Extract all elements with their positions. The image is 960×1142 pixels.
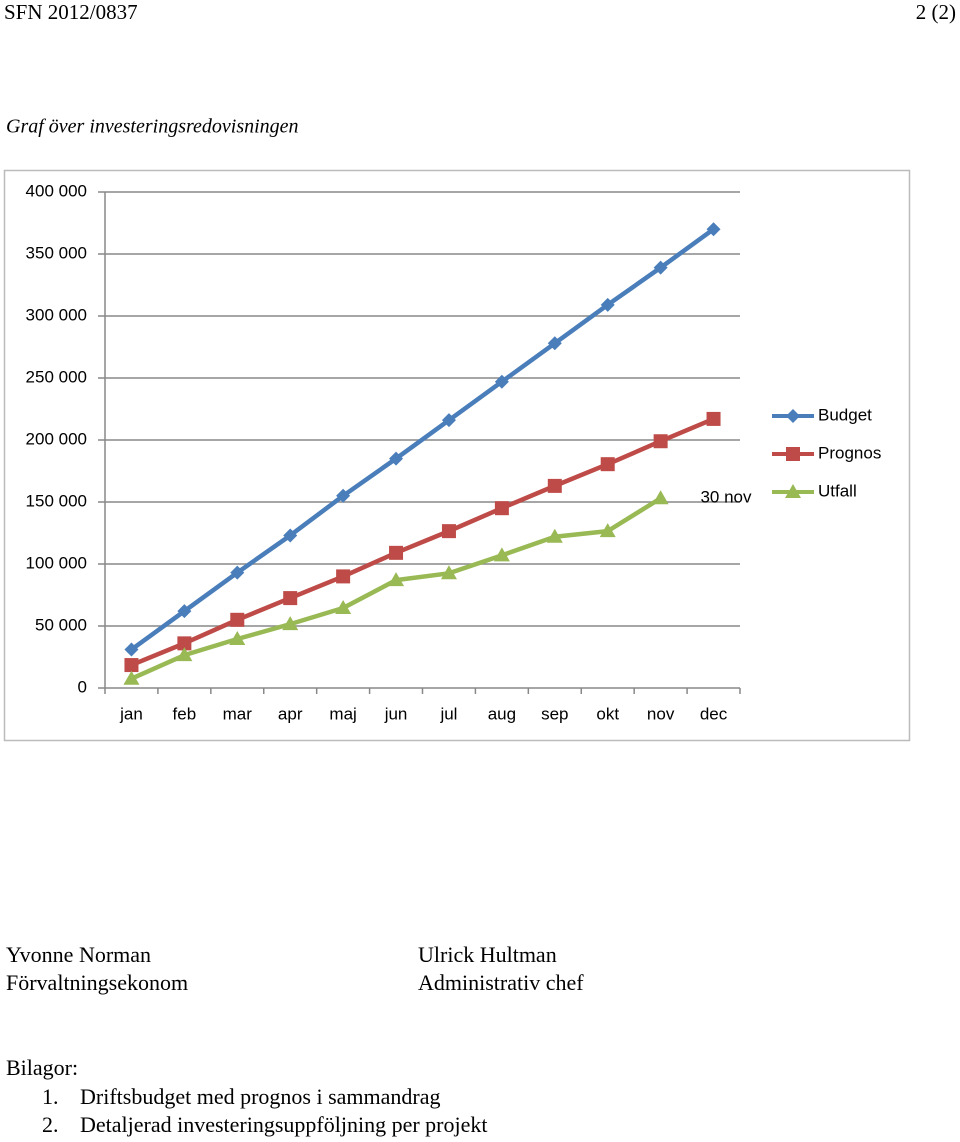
data-point (600, 457, 615, 472)
data-point (441, 413, 456, 428)
y-tick-label: 400 000 (26, 181, 87, 200)
data-point (230, 612, 245, 627)
legend-label: Budget (818, 405, 872, 424)
data-point (599, 523, 616, 538)
data-point (176, 647, 193, 662)
y-tick-label: 50 000 (35, 615, 87, 634)
signature-name: Ulrick Hultman (418, 942, 557, 967)
signature-name: Yvonne Norman (6, 942, 151, 967)
x-tick-label: apr (278, 704, 303, 723)
data-point (440, 565, 457, 580)
x-tick-label: jun (384, 704, 408, 723)
data-point (389, 545, 404, 560)
y-tick-label: 300 000 (26, 305, 87, 324)
data-point (177, 636, 192, 651)
data-point (652, 490, 669, 505)
data-point (494, 501, 509, 516)
heading: Graf över investeringsredovisningen (6, 116, 299, 138)
x-tick-label: nov (647, 704, 675, 723)
x-tick-label: sep (541, 704, 568, 723)
x-tick-label: dec (700, 704, 728, 723)
data-point (389, 451, 404, 466)
y-tick-label: 0 (78, 677, 87, 696)
data-point (600, 297, 615, 312)
data-point (124, 642, 139, 657)
data-point (546, 528, 563, 543)
data-point (653, 260, 668, 275)
attachment-text: Driftsbudget med prognos i sammandrag (80, 1084, 441, 1109)
data-point (388, 572, 405, 587)
data-point (283, 591, 298, 606)
data-point (230, 565, 245, 580)
data-point (706, 222, 721, 237)
y-tick-label: 350 000 (26, 243, 87, 262)
data-point (493, 547, 510, 562)
x-tick-label: okt (596, 704, 619, 723)
y-tick-label: 150 000 (26, 491, 87, 510)
header-left: SFN 2012/0837 (4, 0, 138, 24)
data-point (283, 528, 298, 543)
data-point (336, 569, 351, 584)
legend-marker (785, 484, 801, 498)
data-point (494, 374, 509, 389)
data-point (547, 478, 562, 493)
x-tick-label: jan (119, 704, 143, 723)
series-line (130, 227, 715, 652)
x-tick-label: jul (439, 704, 457, 723)
data-point (124, 658, 139, 673)
data-point (706, 411, 721, 426)
data-point (177, 604, 192, 619)
data-point (282, 616, 299, 631)
data-point (441, 524, 456, 539)
series-line (130, 416, 715, 668)
header-right: 2 (2) (916, 0, 956, 24)
attachment-number: 2. (42, 1112, 59, 1137)
data-point (653, 434, 668, 449)
legend-marker (786, 447, 800, 461)
legend-label: Prognos (818, 443, 881, 462)
data-point (335, 600, 352, 615)
data-point (123, 670, 140, 685)
x-tick-label: mar (223, 704, 253, 723)
legend-label: Utfall (818, 481, 857, 500)
x-tick-label: feb (173, 704, 197, 723)
data-point (336, 488, 351, 503)
y-tick-label: 200 000 (26, 429, 87, 448)
attachment-text: Detaljerad investeringsuppföljning per p… (80, 1112, 488, 1137)
signature-title: Förvaltningsekonom (6, 970, 188, 995)
x-tick-label: maj (329, 704, 356, 723)
y-tick-label: 100 000 (26, 553, 87, 572)
attachments-title: Bilagor: (6, 1055, 78, 1080)
y-tick-label: 250 000 (26, 367, 87, 386)
annotation: 30 nov (700, 487, 752, 506)
chart-frame (3, 169, 911, 742)
attachment-number: 1. (42, 1084, 59, 1109)
data-point (229, 631, 246, 646)
data-point (547, 336, 562, 351)
legend-marker (786, 409, 800, 423)
signature-title: Administrativ chef (418, 970, 584, 995)
x-tick-label: aug (488, 704, 516, 723)
